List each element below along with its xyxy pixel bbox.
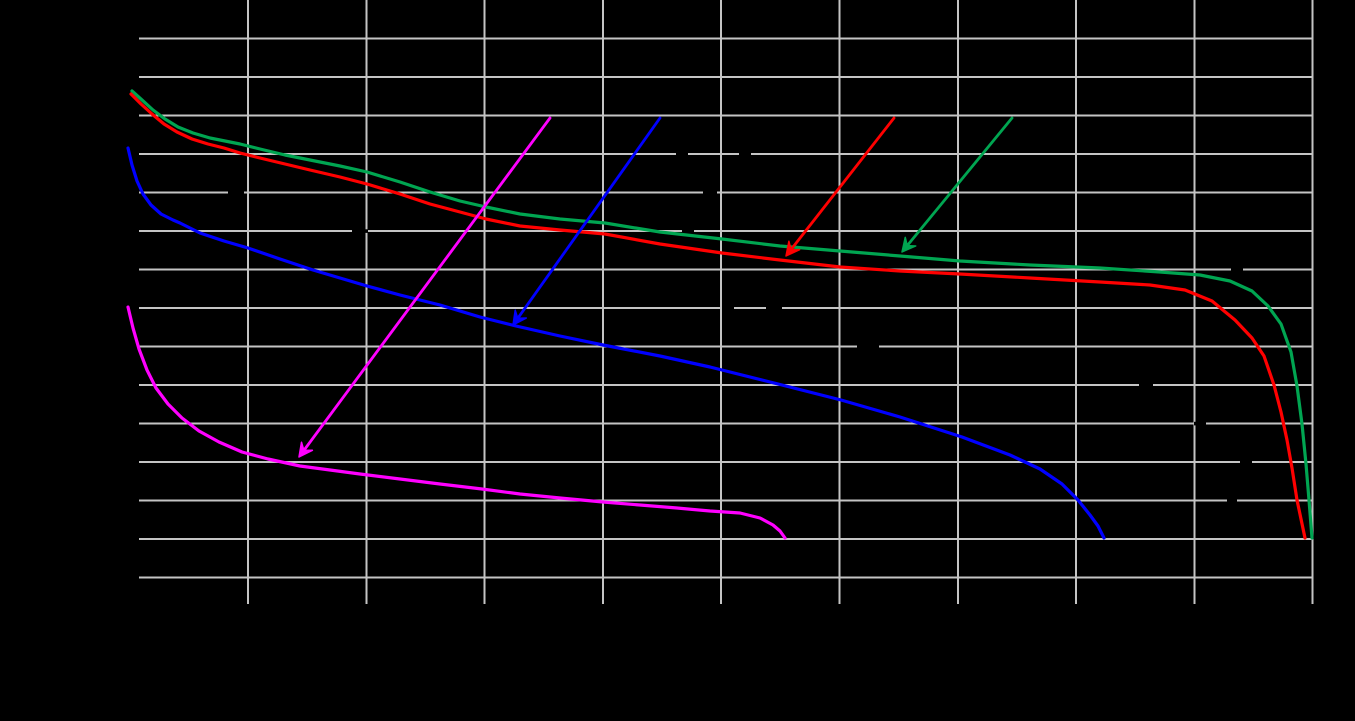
gridline-text-gap [228,190,244,195]
gridline-text-gap [352,229,368,233]
red-annotation-arrow-stem [789,116,896,251]
green-curve [130,89,1314,540]
red-curve [129,92,1307,540]
red-annotation-arrow-head [785,240,801,257]
gridline-text-gap [1139,383,1153,387]
gridline-text-gap [739,152,751,156]
gridline-text-gap [1231,267,1243,272]
gridline-text-gap [722,306,734,310]
magenta-curve [126,305,787,540]
gridline-text-gap [1194,421,1206,426]
gridline-text-gap [857,344,879,349]
gridline-text-gap [703,190,717,195]
magenta-annotation-arrow-stem [302,116,552,452]
green-annotation-arrow-stem [905,116,1014,248]
green-annotation-arrow-head [901,236,917,253]
magenta-annotation-arrow-head [298,441,314,458]
blue-annotation-arrow-stem [516,116,662,320]
gridline-text-gap [676,152,688,156]
blue-annotation-arrow-head [512,309,528,326]
gridline-text-gap [1240,460,1252,464]
gridline-text-gap [682,229,694,233]
gridline-text-gap [766,306,782,310]
blue-curve [126,146,1106,540]
gridline-text-gap [1227,498,1237,503]
